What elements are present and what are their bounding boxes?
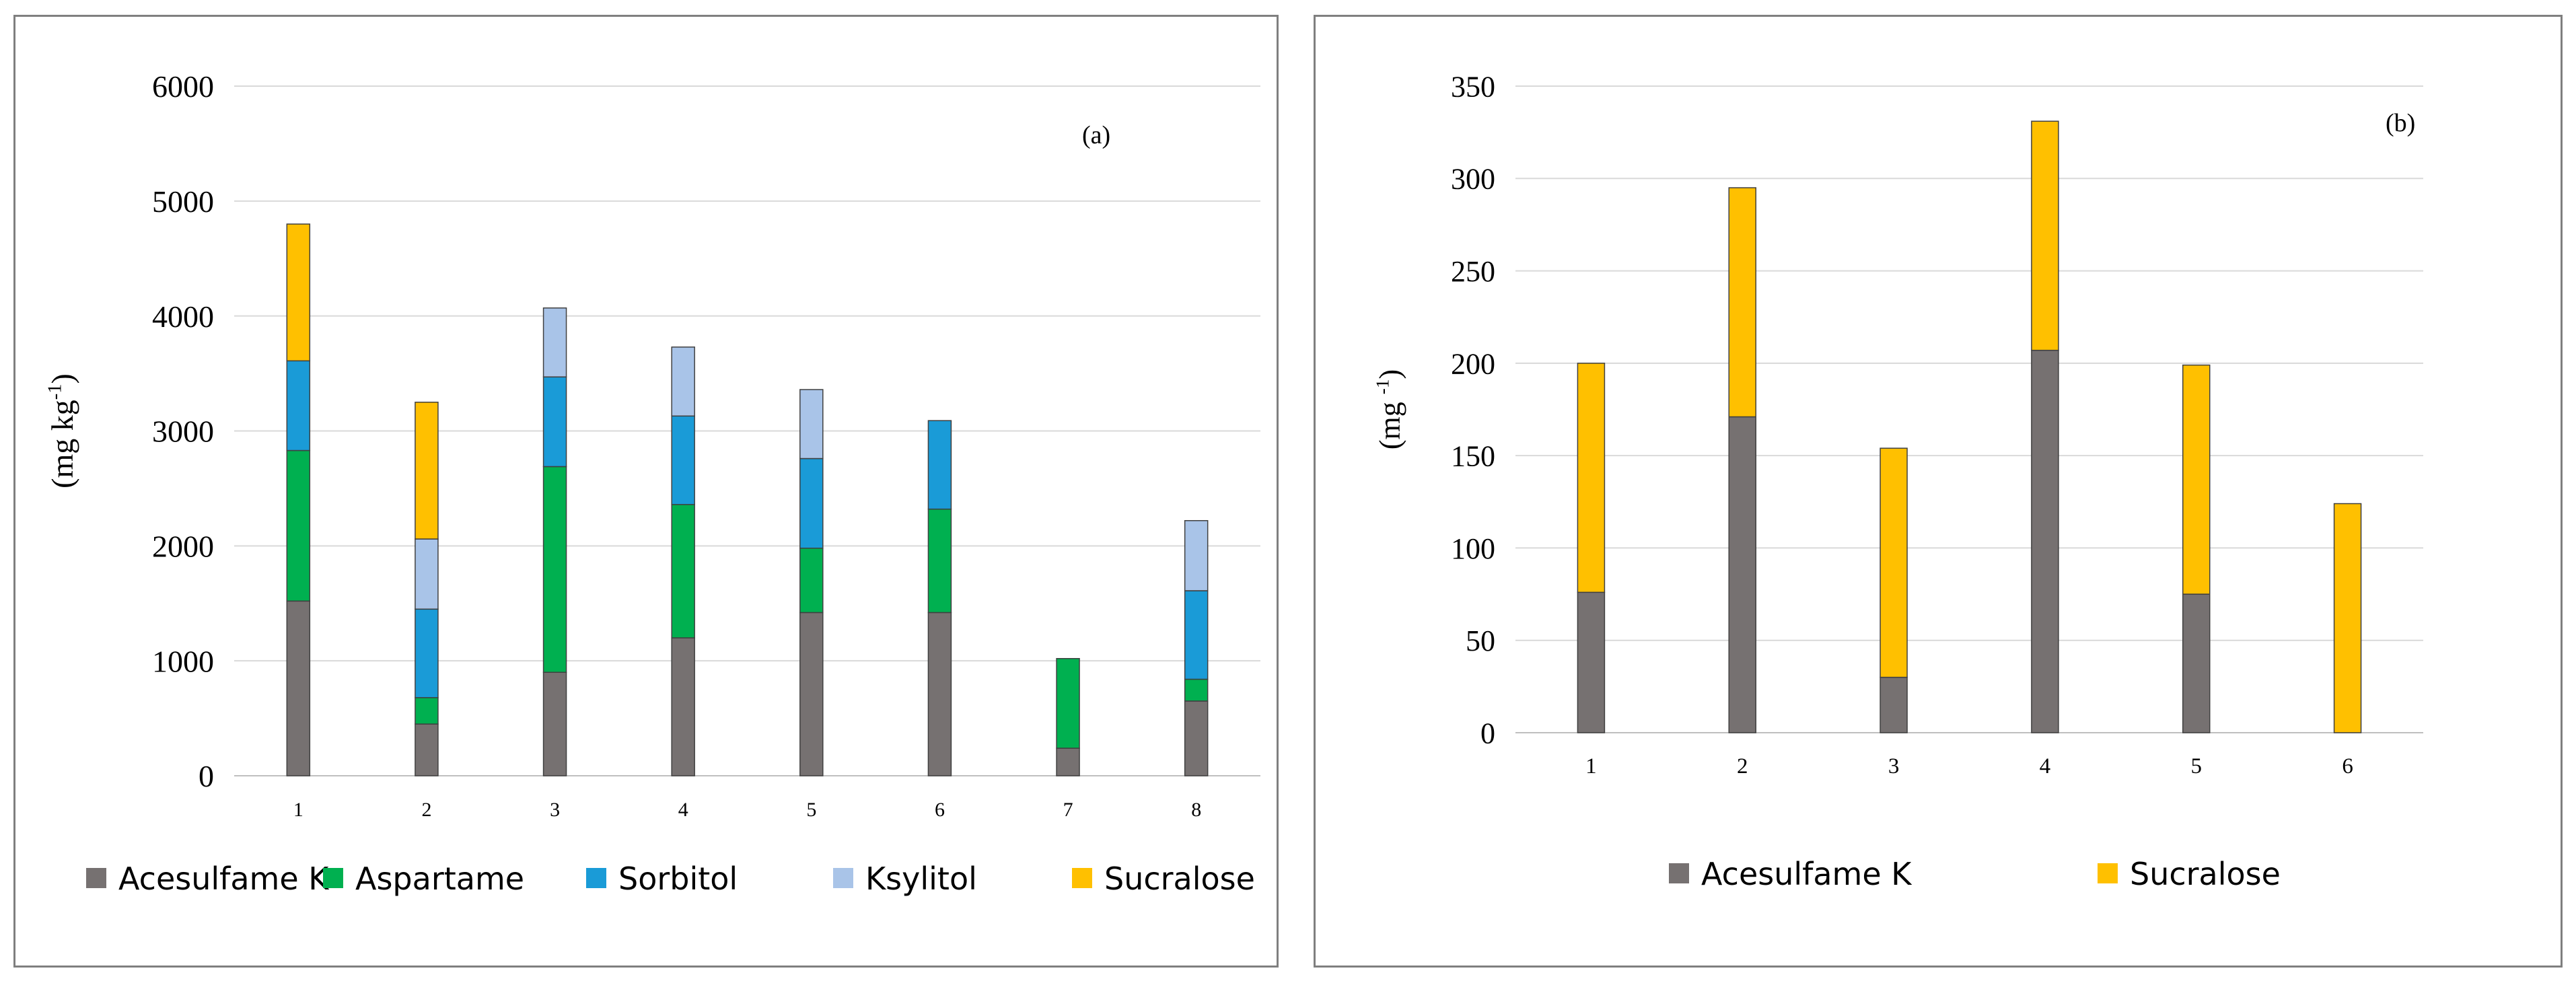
a-bar-sorbitol xyxy=(542,376,567,468)
b-legend-swatch-acesulfame-k xyxy=(1669,863,1689,883)
a-legend-label-aspartame: Aspartame xyxy=(355,861,524,897)
a-x-tick-label: 3 xyxy=(550,799,560,821)
b-bar-acesulfame-k xyxy=(1577,591,1606,733)
a-bar-sorbitol xyxy=(1184,590,1209,680)
a-y-tick-label: 5000 xyxy=(152,184,214,219)
a-bar-acesulfame-k xyxy=(415,723,439,776)
a-legend-swatch-acesulfame-k xyxy=(86,868,106,888)
a-legend-label-ksylitol: Ksylitol xyxy=(865,861,977,897)
a-bar-aspartame xyxy=(286,449,311,602)
b-y-axis-label: (mg -1) xyxy=(1372,369,1406,449)
b-x-tick-label: 4 xyxy=(2040,754,2051,778)
a-y-tick-label: 4000 xyxy=(152,299,214,334)
a-legend-label-sucralose: Sucralose xyxy=(1104,861,1255,897)
a-x-tick-label: 8 xyxy=(1191,799,1201,821)
chart-a-svg: 0 1000 2000 3000 4000 5000 6000 1 2 3 4 5 6 7 8 (mg kg-… xyxy=(45,69,1260,897)
b-bar-sucralose xyxy=(1728,187,1756,418)
a-x-tick-label: 1 xyxy=(293,799,303,821)
b-bar-sucralose xyxy=(2333,503,2362,733)
chart-panel-b: 0 50 100 150 200 250 300 350 1 2 3 4 5 6 (mg -1) (b) Ace… xyxy=(1314,15,2563,968)
b-x-tick-label: 3 xyxy=(1888,754,1900,778)
b-bar-acesulfame-k xyxy=(1728,416,1756,733)
a-bar-aspartame xyxy=(671,504,695,639)
a-bar-aspartame xyxy=(1184,678,1209,702)
b-bar-sucralose xyxy=(1880,447,1908,678)
a-y-tick-label: 1000 xyxy=(152,644,214,678)
a-x-tick-label: 6 xyxy=(935,799,945,821)
a-legend-swatch-ksylitol xyxy=(833,868,853,888)
chart-panel-a: 0 1000 2000 3000 4000 5000 6000 1 2 3 4 5 6 7 8 (mg kg-… xyxy=(13,15,1279,968)
a-y-tick-label: 6000 xyxy=(152,69,214,104)
b-y-tick-label: 350 xyxy=(1451,70,1495,103)
a-legend-swatch-sucralose xyxy=(1072,868,1092,888)
a-bar-acesulfame-k xyxy=(542,671,567,776)
a-x-tick-label: 4 xyxy=(678,799,688,821)
a-y-axis-label: (mg kg-1) xyxy=(45,373,79,488)
a-bar-ksylitol xyxy=(671,347,695,417)
a-y-tick-label: 3000 xyxy=(152,414,214,449)
a-x-tick-label: 5 xyxy=(806,799,816,821)
b-x-tick-label: 5 xyxy=(2191,754,2203,778)
b-bar-acesulfame-k xyxy=(2031,349,2059,733)
a-bar-aspartame xyxy=(542,466,567,673)
b-y-tick-label: 100 xyxy=(1451,532,1495,565)
chart-b-svg: 0 50 100 150 200 250 300 350 1 2 3 4 5 6 (mg -1) (b) Ace… xyxy=(1372,70,2423,892)
b-x-tick-label: 1 xyxy=(1585,754,1597,778)
b-bar-sucralose xyxy=(1577,363,1606,593)
a-x-tick-label: 2 xyxy=(421,799,431,821)
a-y-tick-label: 2000 xyxy=(152,529,214,563)
a-bar-ksylitol xyxy=(542,307,567,377)
a-bar-acesulfame-k xyxy=(1184,700,1209,776)
a-bar-acesulfame-k xyxy=(671,637,695,776)
b-x-tick-label: 2 xyxy=(1737,754,1748,778)
a-x-tick-label: 7 xyxy=(1063,799,1073,821)
b-legend-label-acesulfame-k: Acesulfame K xyxy=(1701,856,1912,892)
b-bar-acesulfame-k xyxy=(2182,593,2211,733)
b-y-tick-label: 200 xyxy=(1451,347,1495,380)
a-bar-sorbitol xyxy=(671,415,695,505)
a-bar-sucralose xyxy=(286,223,311,362)
b-y-tick-label: 300 xyxy=(1451,163,1495,196)
a-bar-acesulfame-k xyxy=(286,600,311,776)
b-bar-acesulfame-k xyxy=(1880,676,1908,733)
b-y-tick-label: 50 xyxy=(1466,624,1495,657)
b-bar-sucralose xyxy=(2182,364,2211,595)
a-bar-aspartame xyxy=(799,548,824,614)
a-legend-swatch-sorbitol xyxy=(586,868,606,888)
b-legend-swatch-sucralose xyxy=(2098,863,2118,883)
a-bar-ksylitol xyxy=(1184,520,1209,591)
a-bar-aspartame xyxy=(1056,658,1080,749)
b-y-tick-label: 0 xyxy=(1480,717,1495,750)
a-bar-acesulfame-k xyxy=(799,612,824,776)
a-bar-sorbitol xyxy=(286,360,311,451)
a-bar-sorbitol xyxy=(927,420,952,510)
b-x-tick-label: 6 xyxy=(2342,754,2353,778)
b-y-tick-label: 250 xyxy=(1451,255,1495,288)
a-bar-sucralose xyxy=(415,402,439,540)
a-bar-acesulfame-k xyxy=(927,612,952,776)
a-bar-aspartame xyxy=(927,508,952,614)
b-bar-sucralose xyxy=(2031,120,2059,351)
b-y-tick-label: 150 xyxy=(1451,440,1495,473)
a-bar-aspartame xyxy=(415,697,439,725)
a-bar-ksylitol xyxy=(415,538,439,610)
a-legend-label-acesulfame-k: Acesulfame K xyxy=(118,861,330,897)
a-y-tick-label: 0 xyxy=(199,759,214,793)
a-bar-acesulfame-k xyxy=(1056,748,1080,776)
a-legend-label-sorbitol: Sorbitol xyxy=(618,861,738,897)
a-bar-sorbitol xyxy=(415,608,439,698)
b-panel-label: (b) xyxy=(2386,109,2415,137)
b-legend-label-sucralose: Sucralose xyxy=(2130,856,2281,892)
a-bar-ksylitol xyxy=(799,389,824,460)
a-legend-swatch-aspartame xyxy=(323,868,343,888)
a-panel-label: (a) xyxy=(1082,121,1110,149)
a-bar-sorbitol xyxy=(799,458,824,549)
